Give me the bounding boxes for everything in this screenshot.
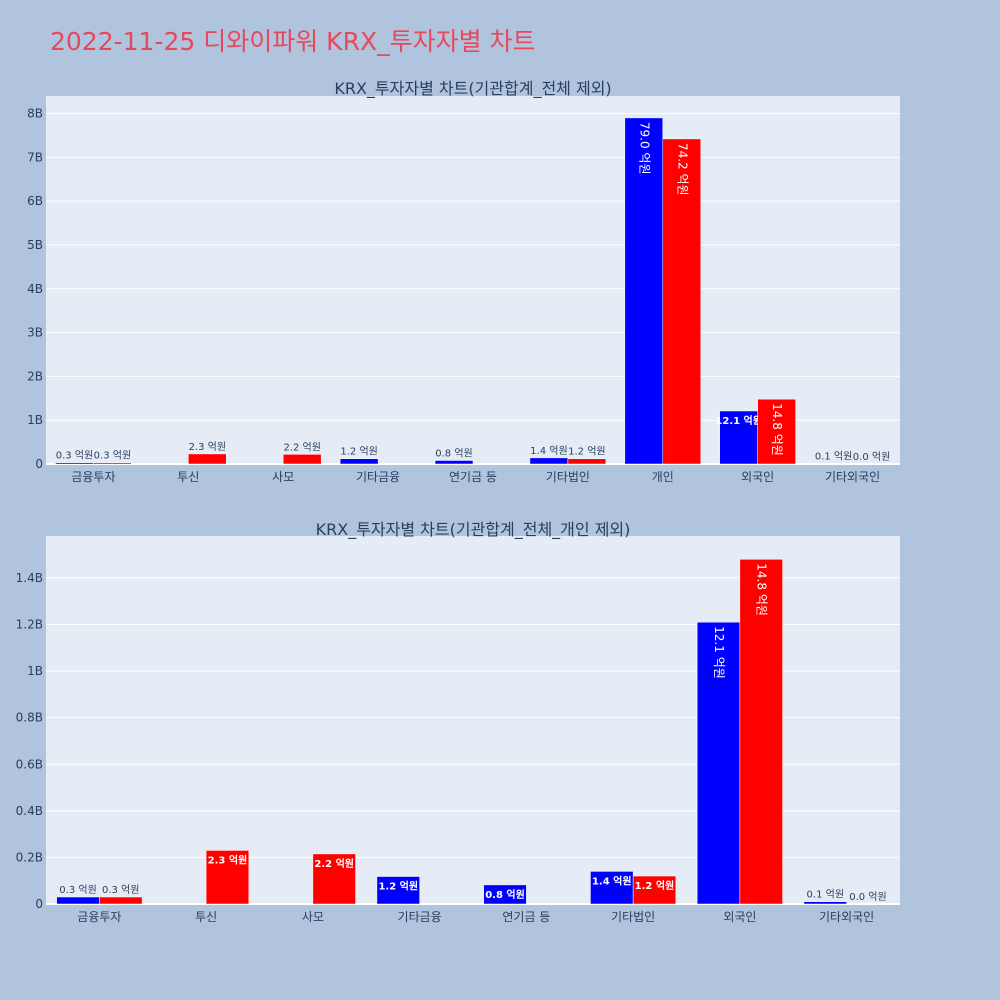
chart-panel-bottom: KRX_투자자별 차트(기관합계_전체_개인 제외) 0 0.2B 0.4B 0.6B… (16, 520, 900, 924)
bar[interactable] (483, 884, 527, 905)
x-tick-label: 기타법인 (611, 910, 655, 924)
data-label: 2.3 억원 (208, 853, 248, 866)
bar[interactable] (662, 138, 701, 465)
y-tick-label: 4B (27, 282, 43, 296)
x-tick-label: 기타금융 (356, 470, 400, 484)
data-label: 2.3 억원 (189, 441, 226, 453)
data-label: 14.8 억원 (770, 403, 784, 456)
x-tick-label: 기타외국인 (819, 910, 874, 924)
y-tick-label: 7B (27, 150, 43, 164)
data-label: 14.8 억원 (755, 563, 769, 616)
y-tick-label: 5B (27, 238, 43, 252)
bar[interactable] (529, 457, 569, 465)
bar[interactable] (719, 410, 758, 465)
data-label: 0.1 억원 (815, 451, 852, 463)
bar[interactable] (93, 462, 132, 465)
bar[interactable] (339, 458, 379, 465)
data-label: 0.8 억원 (485, 888, 525, 901)
bar[interactable] (567, 458, 607, 465)
bar[interactable] (56, 896, 100, 905)
bar[interactable] (434, 460, 474, 465)
y-tick-label: 0.6B (16, 757, 43, 771)
chart-title: KRX_투자자별 차트(기관합계_전체 제외) (334, 79, 611, 99)
data-label: 0.3 억원 (102, 884, 139, 896)
bar[interactable] (188, 453, 227, 465)
y-tick-label: 8B (27, 107, 43, 121)
y-tick-label: 0.2B (16, 850, 43, 864)
data-label: 0.0 억원 (853, 451, 890, 463)
x-tick-label: 기타외국인 (825, 470, 880, 484)
y-tick-label: 3B (27, 326, 43, 340)
data-label: 0.3 억원 (59, 884, 96, 896)
bar[interactable] (739, 559, 783, 905)
y-tick-label: 6B (27, 194, 43, 208)
bar[interactable] (282, 454, 322, 465)
bar[interactable] (624, 117, 664, 465)
bar[interactable] (696, 621, 741, 905)
chart-title: KRX_투자자별 차트(기관합계_전체_개인 제외) (316, 520, 631, 540)
data-label: 1.2 억원 (340, 446, 377, 458)
data-label: 0.3 억원 (56, 450, 93, 462)
y-tick-label: 0 (35, 897, 43, 911)
data-label: 1.2 억원 (635, 879, 675, 892)
bar[interactable] (376, 876, 420, 905)
y-tick-label: 0.8B (16, 711, 43, 725)
data-label: 1.4 억원 (530, 445, 567, 457)
page-title: 2022-11-25 디와이파워 KRX_투자자별 차트 (50, 27, 536, 56)
data-label: 74.2 억원 (675, 143, 689, 196)
data-label: 2.2 억원 (283, 441, 320, 453)
data-label: 79.0 억원 (637, 122, 651, 175)
x-tick-label: 사모 (272, 470, 294, 484)
y-tick-label: 0.4B (16, 804, 43, 818)
x-tick-label: 연기금 등 (449, 470, 497, 484)
x-tick-label: 기타금융 (398, 910, 442, 924)
x-tick-label: 외국인 (723, 910, 756, 924)
data-label: 0.1 억원 (807, 889, 844, 901)
bar[interactable] (99, 896, 143, 905)
bar[interactable] (55, 462, 94, 465)
data-label: 0.0 억원 (849, 891, 886, 903)
y-tick-label: 1.2B (16, 618, 43, 632)
data-label: 12.1 억원 (715, 414, 762, 427)
data-label: 12.1 억원 (712, 626, 726, 679)
bar[interactable] (757, 398, 796, 465)
bar[interactable] (312, 853, 356, 905)
x-tick-label: 사모 (302, 910, 324, 924)
y-tick-label: 2B (27, 369, 43, 383)
data-label: 0.3 억원 (94, 450, 131, 462)
bar[interactable] (590, 871, 634, 905)
x-tick-label: 기타법인 (546, 470, 590, 484)
x-tick-label: 투신 (195, 910, 217, 924)
data-label: 1.4 억원 (592, 874, 632, 887)
data-label: 1.2 억원 (378, 880, 418, 893)
x-tick-label: 연기금 등 (502, 910, 550, 924)
bar[interactable] (632, 875, 677, 905)
y-tick-label: 1B (27, 413, 43, 427)
data-label: 0.8 억원 (435, 447, 472, 459)
chart-panel-top: KRX_투자자별 차트(기관합계_전체 제외) 0 1B 2B 3B 4B 5B 6B 7B 8… (27, 79, 900, 484)
x-tick-label: 외국인 (741, 470, 774, 484)
x-tick-label: 금융투자 (77, 910, 121, 924)
data-label: 2.2 억원 (314, 857, 354, 870)
data-label: 1.2 억원 (568, 446, 605, 458)
x-tick-label: 투신 (177, 470, 199, 484)
y-tick-label: 1.4B (16, 571, 43, 585)
x-tick-label: 개인 (652, 470, 674, 484)
bar[interactable] (205, 850, 250, 905)
y-tick-label: 0 (35, 457, 43, 471)
x-tick-label: 금융투자 (71, 470, 115, 484)
bar[interactable] (803, 901, 847, 905)
y-tick-label: 1B (27, 664, 43, 678)
